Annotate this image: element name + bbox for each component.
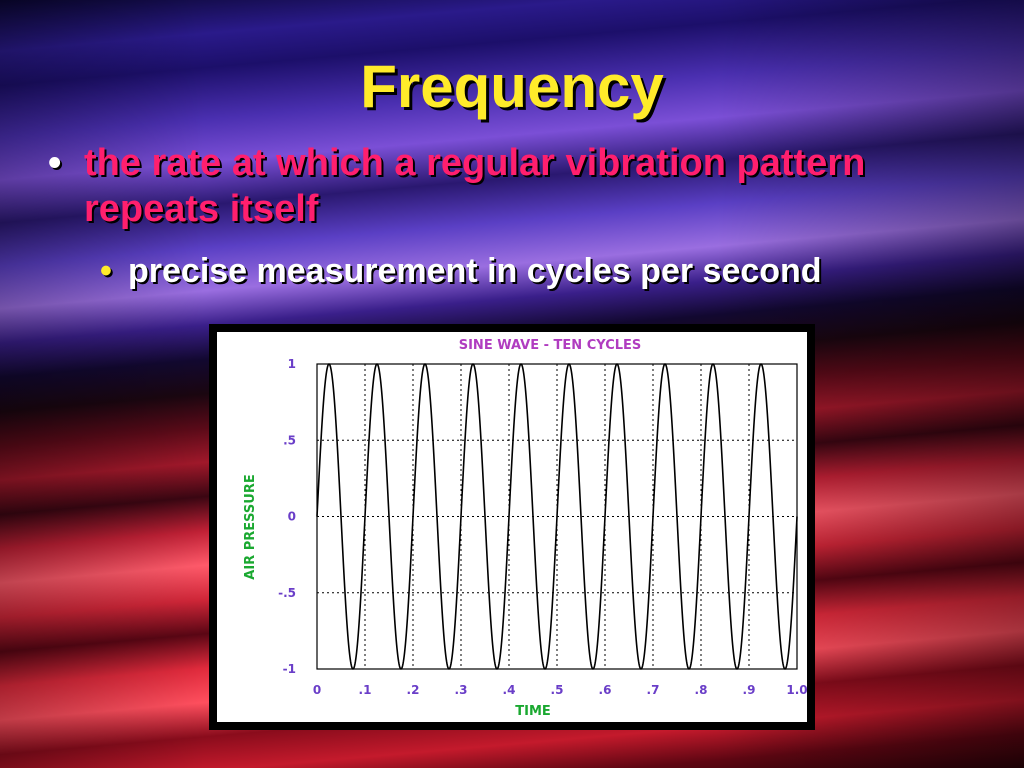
bullet-dot: • [100, 252, 112, 290]
slide-title: Frequency [360, 53, 664, 120]
x-tick-label: .1 [359, 683, 372, 697]
bullet-level2-text: precise measurement in cycles per second [128, 252, 822, 290]
y-tick-label: .5 [283, 433, 296, 447]
x-tick-label: .9 [743, 683, 756, 697]
bullet-level1-text: the rate at which a regular vibration pa… [84, 142, 866, 230]
x-tick-label: .7 [647, 683, 660, 697]
x-tick-label: .6 [599, 683, 612, 697]
chart-title: SINE WAVE - TEN CYCLES [459, 338, 642, 353]
y-axis-label: AIR PRESSURE [243, 474, 258, 579]
bullet-level1: • the rate at which a regular vibration … [48, 140, 948, 232]
y-tick-label: -1 [283, 662, 296, 676]
x-tick-label: 0 [313, 683, 321, 697]
x-tick-label: .8 [695, 683, 708, 697]
x-axis-label: TIME [515, 704, 551, 719]
bullet-dot: • [48, 142, 62, 184]
y-tick-label: 1 [288, 357, 296, 371]
sine-wave-line [316, 363, 798, 670]
x-tick-label: 1.0 [786, 683, 807, 697]
sine-wave-chart: SINE WAVE - TEN CYCLES TIME AIR PRESSURE… [243, 338, 807, 719]
chart-frame: SINE WAVE - TEN CYCLES TIME AIR PRESSURE… [209, 324, 815, 730]
y-tick-label: -.5 [278, 586, 296, 600]
x-tick-label: .3 [455, 683, 468, 697]
x-tick-label: .4 [503, 683, 516, 697]
x-tick-label: .2 [407, 683, 420, 697]
x-tick-label: .5 [551, 683, 564, 697]
bullet-level2: • precise measurement in cycles per seco… [100, 250, 1000, 292]
y-tick-label: 0 [288, 510, 296, 524]
chart-panel: SINE WAVE - TEN CYCLES TIME AIR PRESSURE… [217, 332, 807, 722]
